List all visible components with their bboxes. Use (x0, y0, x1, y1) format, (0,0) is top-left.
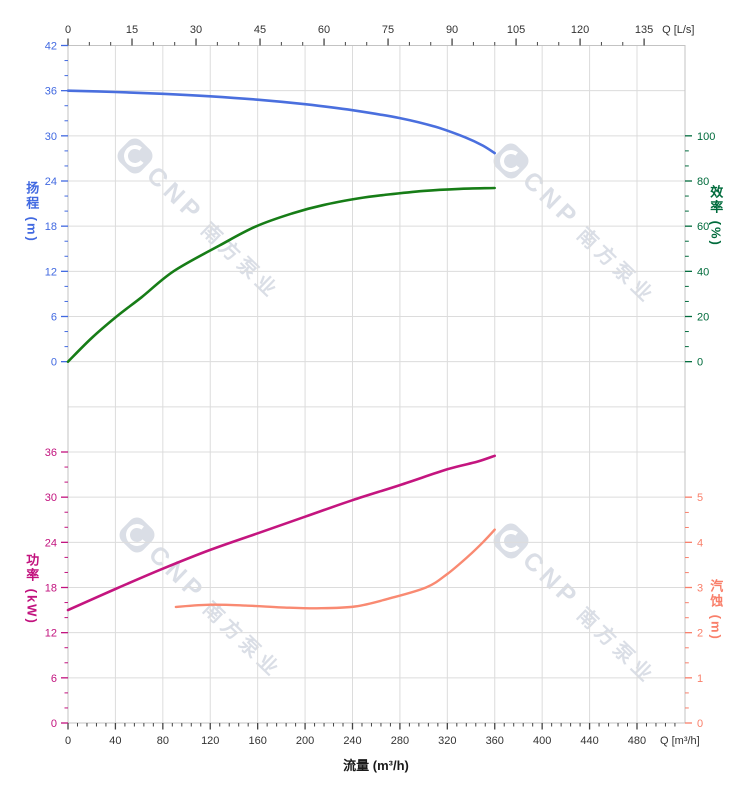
power-axis-tick-label: 24 (45, 537, 57, 549)
npsh-axis-tick-label: 1 (697, 673, 703, 685)
bottom-axis-tick-label: 80 (157, 735, 169, 747)
npsh-axis-tick-label: 4 (697, 537, 703, 549)
efficiency-axis-tick-label: 60 (697, 221, 709, 233)
bottom-axis-tick-label: 480 (628, 735, 646, 747)
power-axis-tick-label: 12 (45, 628, 57, 640)
top-axis-tick-label: 90 (446, 24, 458, 36)
npsh-curve (174, 528, 496, 610)
npsh-axis-tick-label: 2 (697, 628, 703, 640)
head-axis-tick-label: 6 (51, 312, 57, 324)
head-axis-tick-label: 30 (45, 131, 57, 143)
top-axis-tick-label: 60 (318, 24, 330, 36)
plot-border (67, 45, 686, 724)
bottom-axis-tick-label: 440 (580, 735, 598, 747)
head-axis-tick-label: 12 (45, 266, 57, 278)
power-axis-tick-label: 36 (45, 447, 57, 459)
top-axis-unit-label: Q [L/s] (662, 24, 694, 36)
head-axis-tick-label: 0 (51, 357, 57, 369)
power-axis-tick-label: 18 (45, 583, 57, 595)
top-axis-tick-label: 30 (190, 24, 202, 36)
top-axis-tick-label: 15 (126, 24, 138, 36)
efficiency-curve (66, 186, 496, 363)
bottom-axis-tick-label: 280 (391, 735, 409, 747)
top-axis-tick-label: 120 (571, 24, 589, 36)
bottom-axis-tick-label: 320 (438, 735, 456, 747)
bottom-axis-tick-label: 400 (533, 735, 551, 747)
head-axis-tick-label: 18 (45, 221, 57, 233)
top-axis-tick-label: 0 (65, 24, 71, 36)
bottom-axis-tick-label: 0 (65, 735, 71, 747)
top-axis-tick-label: 75 (382, 24, 394, 36)
top-axis-tick-label: 45 (254, 24, 266, 36)
flow-axis-title: 流量 (m³/h) (343, 758, 409, 773)
head-curve (66, 89, 496, 155)
bottom-axis-tick-label: 240 (343, 735, 361, 747)
efficiency-axis-tick-label: 0 (697, 357, 703, 369)
efficiency-axis-tick-label: 20 (697, 312, 709, 324)
power-axis-tick-label: 6 (51, 673, 57, 685)
head-axis-title: 扬程 (m) (24, 181, 40, 243)
bottom-axis-unit-label: Q [m³/h] (660, 735, 700, 747)
power-axis-tick-label: 0 (51, 718, 57, 730)
top-axis-tick-label: 105 (507, 24, 525, 36)
efficiency-axis-tick-label: 100 (697, 131, 715, 143)
efficiency-axis-tick-label: 40 (697, 266, 709, 278)
head-axis-tick-label: 36 (45, 86, 57, 98)
efficiency-axis-title: 效率 (%) (708, 185, 724, 247)
efficiency-axis-tick-label: 80 (697, 176, 709, 188)
bottom-axis-tick-label: 160 (248, 735, 266, 747)
power-curve (66, 454, 496, 612)
npsh-axis-tick-label: 0 (697, 718, 703, 730)
bottom-axis-tick-label: 360 (486, 735, 504, 747)
npsh-axis-title: 汽蚀 (m) (708, 579, 724, 641)
bottom-axis-tick-label: 40 (109, 735, 121, 747)
power-axis-title: 功率 (kW) (24, 553, 40, 625)
top-axis-tick-label: 135 (635, 24, 653, 36)
head-axis-tick-label: 42 (45, 41, 57, 53)
power-axis-tick-label: 30 (45, 492, 57, 504)
npsh-axis-tick-label: 5 (697, 492, 703, 504)
head-axis-tick-label: 24 (45, 176, 57, 188)
bottom-axis-tick-label: 120 (201, 735, 219, 747)
bottom-axis-tick-label: 200 (296, 735, 314, 747)
npsh-axis-tick-label: 3 (697, 583, 703, 595)
